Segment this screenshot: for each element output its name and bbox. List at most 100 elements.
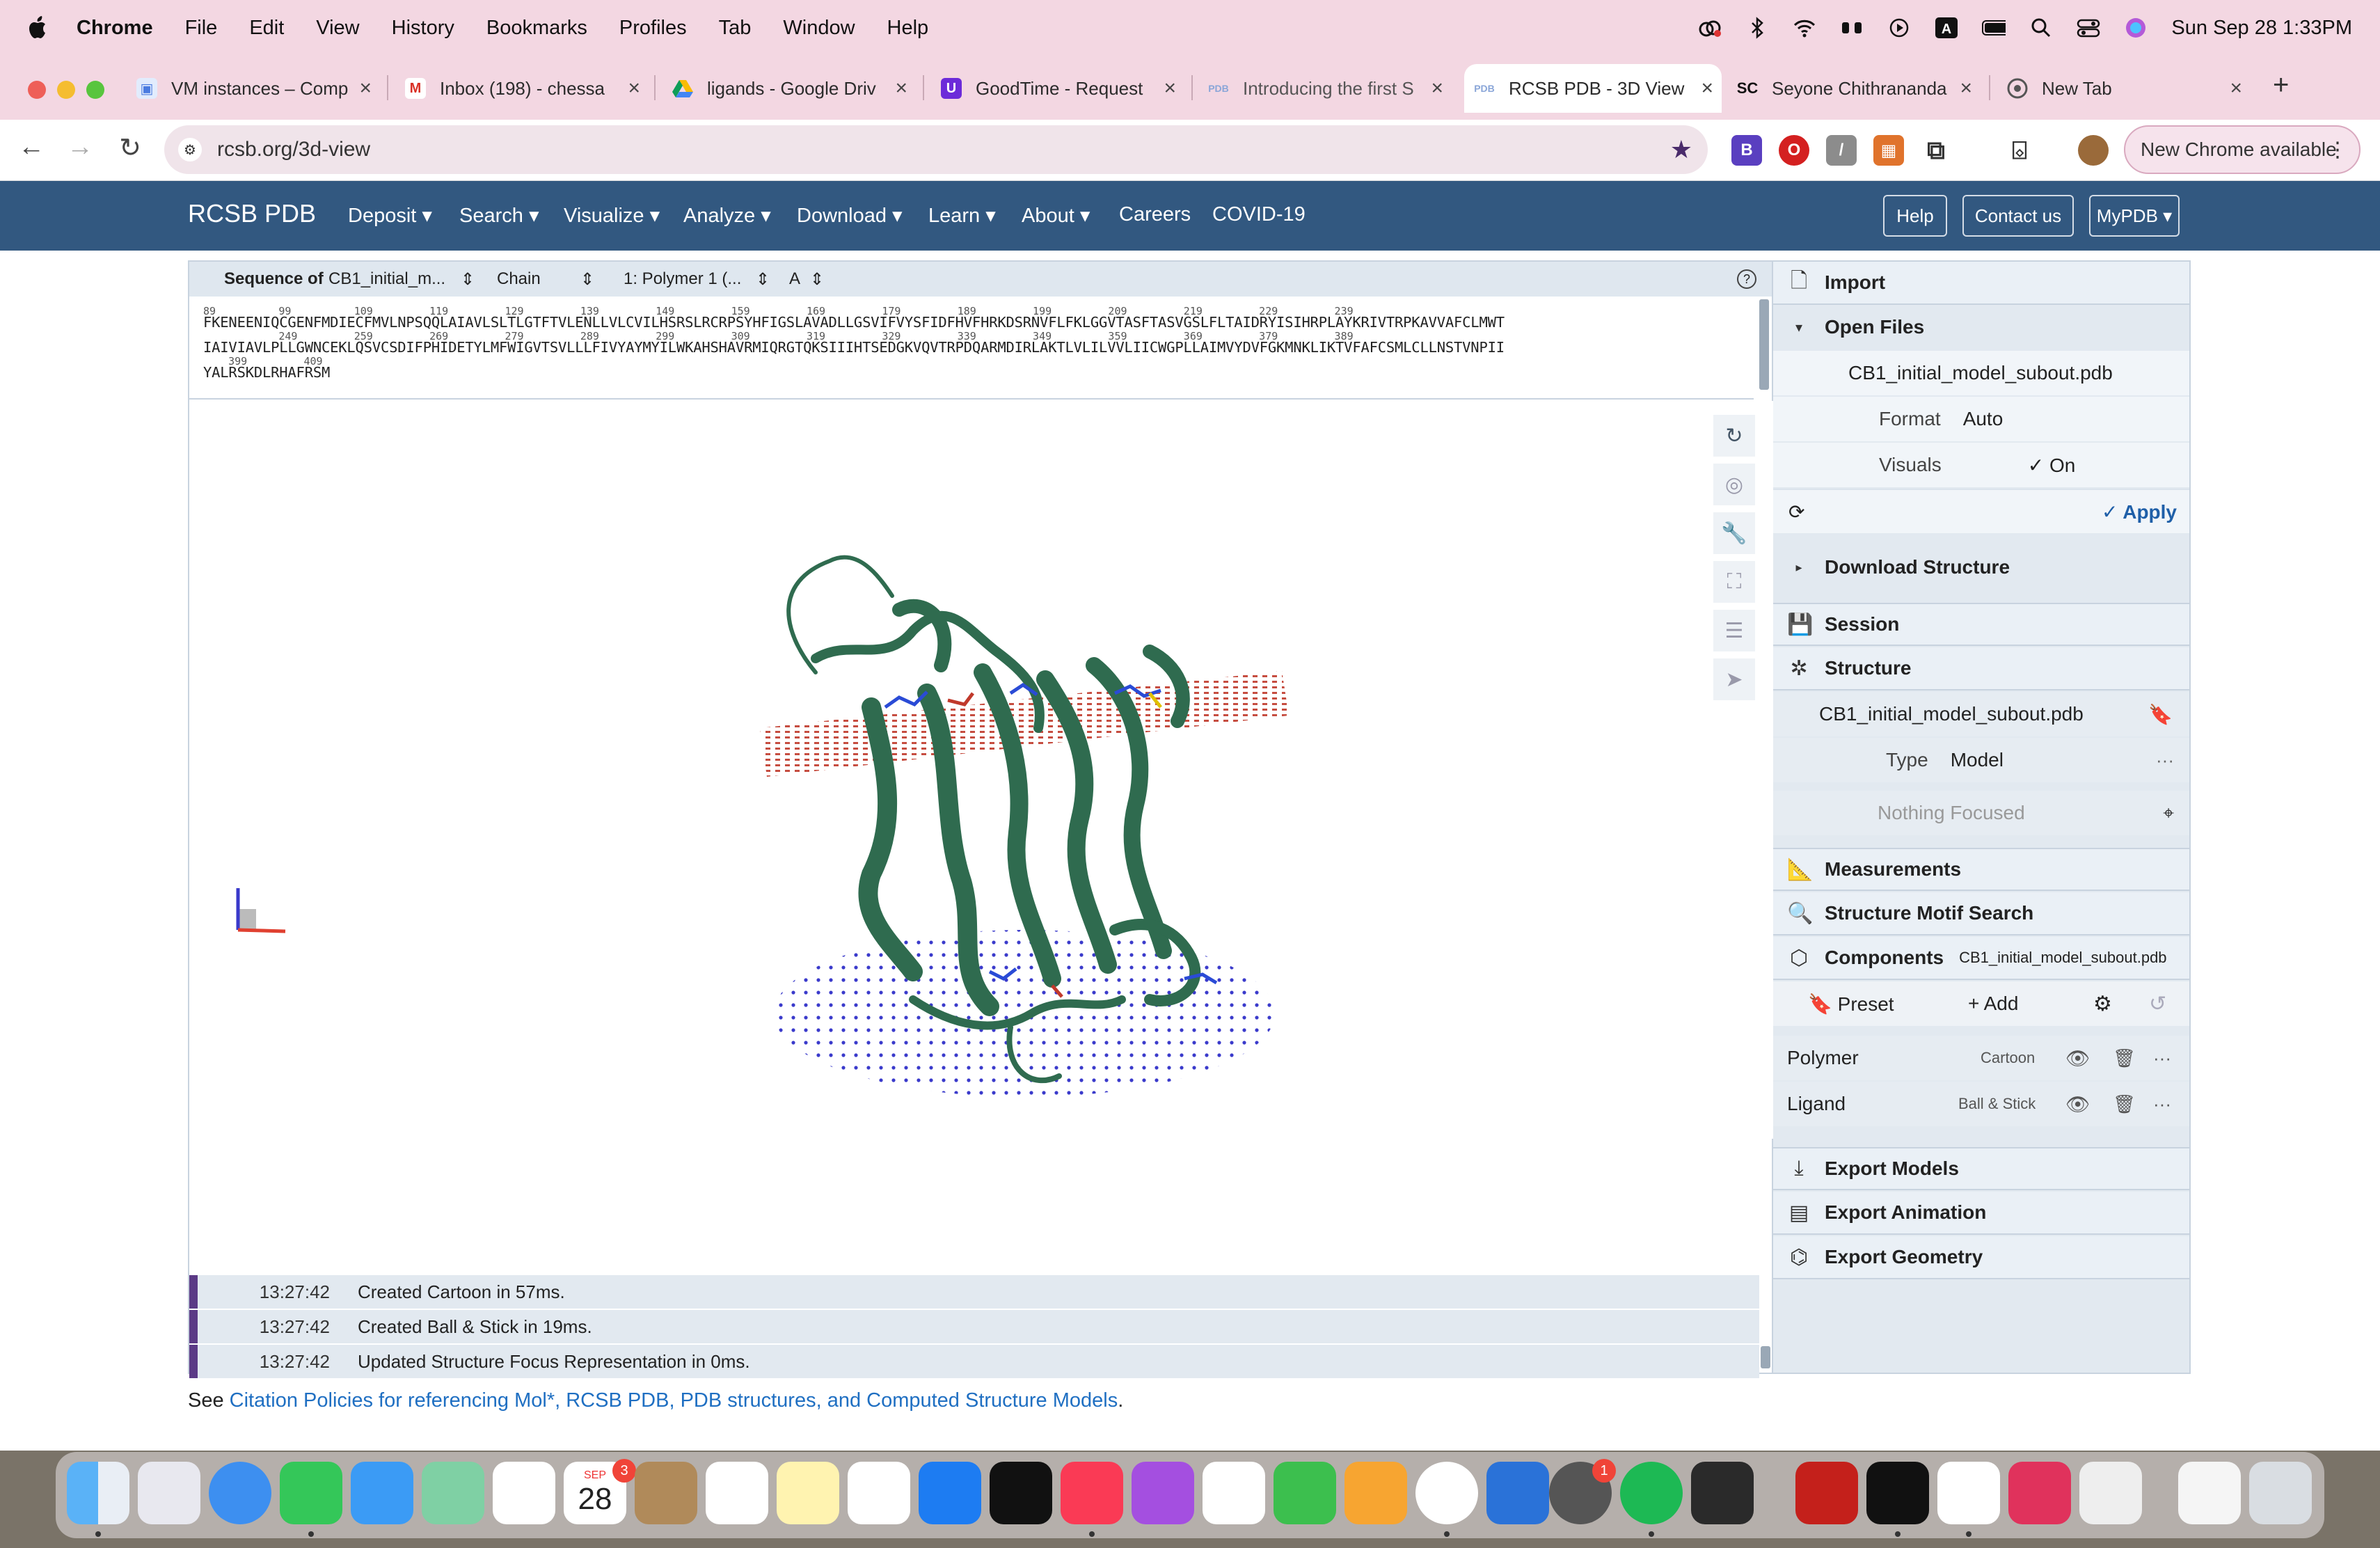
spotify-icon[interactable]	[1620, 1462, 1683, 1524]
calendar-icon[interactable]: SEP 28	[564, 1462, 626, 1524]
pages-icon[interactable]	[1344, 1462, 1407, 1524]
export-models-section[interactable]: ⤓ Export Models	[1773, 1147, 2189, 1190]
menu-view[interactable]: View	[316, 16, 360, 39]
contact-us-button[interactable]: Contact us	[1962, 195, 2074, 237]
ligand-component-row[interactable]: Ligand Ball & Stick 👁 🗑 ···	[1773, 1082, 2189, 1126]
acrobat-icon[interactable]	[1795, 1462, 1858, 1524]
preset-button[interactable]: 🔖 Preset	[1808, 993, 1894, 1015]
finder-icon[interactable]	[67, 1462, 129, 1524]
nav-deposit[interactable]: Deposit ▾	[348, 205, 432, 227]
apple-tv-icon[interactable]	[990, 1462, 1052, 1524]
close-icon[interactable]: ×	[628, 77, 640, 100]
siri-icon[interactable]	[2124, 16, 2148, 40]
launchpad-icon[interactable]	[138, 1462, 200, 1524]
notes-icon[interactable]	[777, 1462, 839, 1524]
sequence-line[interactable]: IAIVIAVLPLLGWNCEKLQSVCSDIFPHIDETYLMFWIGV…	[203, 339, 1505, 356]
close-icon[interactable]: ×	[895, 77, 907, 100]
textedit-icon[interactable]	[2079, 1462, 2142, 1524]
window-minimize-button[interactable]	[57, 81, 75, 99]
help-circle-icon[interactable]: ?	[1737, 269, 1756, 289]
control-center-icon[interactable]	[2077, 16, 2100, 40]
format-row[interactable]: Format Auto	[1773, 397, 2189, 441]
nav-learn[interactable]: Learn ▾	[928, 205, 996, 227]
citation-policies-link[interactable]: Citation Policies for referencing Mol*, …	[229, 1389, 1118, 1412]
focus-target-icon[interactable]: ⌖	[2163, 801, 2174, 823]
profile-avatar[interactable]	[2078, 135, 2109, 166]
menu-app-name[interactable]: Chrome	[77, 16, 153, 39]
nav-about[interactable]: About ▾	[1022, 205, 1090, 227]
extension-opera-icon[interactable]: O	[1779, 135, 1809, 166]
fullscreen-icon[interactable]: ⛶	[1713, 561, 1755, 603]
nav-covid-19[interactable]: COVID-19	[1212, 203, 1306, 226]
close-icon[interactable]: ×	[1431, 77, 1443, 100]
news-icon[interactable]	[1203, 1462, 1265, 1524]
menu-file[interactable]: File	[184, 16, 218, 39]
photos-icon[interactable]	[493, 1462, 555, 1524]
keynote-icon[interactable]	[1486, 1462, 1549, 1524]
bluetooth-icon[interactable]	[1745, 16, 1769, 40]
wifi-icon[interactable]	[1793, 16, 1816, 40]
bookmark-star-icon[interactable]: ★	[1669, 135, 1692, 164]
bookmark-icon[interactable]: 🔖	[2148, 703, 2173, 725]
tab-new-tab[interactable]: New Tab ×	[2007, 64, 2251, 113]
sequence-scrollbar[interactable]	[1759, 299, 1769, 390]
ligand-representation[interactable]: Ball & Stick	[1958, 1095, 2036, 1112]
messages-icon[interactable]	[280, 1462, 342, 1524]
export-geometry-section[interactable]: ⌬ Export Geometry	[1773, 1236, 2189, 1279]
more-options-icon[interactable]: ···	[2156, 749, 2174, 771]
chain-id-select[interactable]: A ⇕	[789, 269, 824, 289]
ligand-label[interactable]: Ligand	[1787, 1093, 1846, 1114]
tab-vm-instances[interactable]: ▣ VM instances – Comp ×	[136, 64, 380, 113]
close-icon[interactable]: ×	[1960, 77, 1972, 100]
creative-cloud-icon[interactable]	[1698, 16, 1722, 40]
play-icon[interactable]	[1887, 16, 1911, 40]
creative-cloud-dock-icon[interactable]	[2008, 1462, 2071, 1524]
mypdb-button[interactable]: MyPDB ▾	[2089, 195, 2180, 237]
vscode-icon[interactable]	[1937, 1462, 2000, 1524]
tools-wrench-icon[interactable]: 🔧	[1713, 512, 1755, 554]
session-section[interactable]: 💾 Session	[1773, 603, 2189, 646]
kebab-menu-icon[interactable]: ⋮	[2327, 138, 2348, 161]
input-source-icon[interactable]: A	[1935, 16, 1958, 40]
add-component-button[interactable]: + Add	[1968, 993, 2019, 1014]
more-options-icon[interactable]: ···	[2153, 1047, 2171, 1068]
extension-box-icon[interactable]: ▦	[1873, 135, 1904, 166]
url-text[interactable]: rcsb.org/3d-view	[217, 138, 371, 161]
3d-canvas[interactable]: ↻ ◎ 🔧 ⛶ ☰ ➤	[189, 401, 1773, 1139]
sequence-line[interactable]: YALRSKDLRHAFRSM	[203, 364, 331, 381]
eye-icon[interactable]: 👁	[2065, 1047, 2091, 1069]
menu-edit[interactable]: Edit	[249, 16, 285, 39]
open-file-input[interactable]: CB1_initial_model_subout.pdb	[1773, 351, 2189, 395]
structure-file-row[interactable]: CB1_initial_model_subout.pdb 🔖	[1773, 692, 2189, 736]
maps-icon[interactable]	[422, 1462, 484, 1524]
airplay-audio-icon[interactable]	[1840, 16, 1864, 40]
sequence-panel[interactable]: 89 99 109 119 129 139 149 159 169 179 18…	[189, 297, 1754, 400]
freeform-icon[interactable]	[848, 1462, 910, 1524]
nav-download[interactable]: Download ▾	[797, 205, 903, 227]
extension-b-icon[interactable]: B	[1731, 135, 1762, 166]
nav-careers[interactable]: Careers	[1119, 203, 1191, 226]
help-button[interactable]: Help	[1883, 195, 1947, 237]
safari-icon[interactable]	[209, 1462, 271, 1524]
documents-stack-icon[interactable]	[2178, 1462, 2241, 1524]
site-settings-icon[interactable]: ⚙	[178, 138, 202, 161]
trash-icon[interactable]: 🗑	[2113, 1093, 2136, 1114]
components-section[interactable]: ⬡ Components CB1_initial_model_subout.pdb	[1773, 937, 2189, 980]
menu-tab[interactable]: Tab	[718, 16, 752, 39]
screenshot-icon[interactable]: ◎	[1713, 464, 1755, 505]
tab-introducing[interactable]: PDB Introducing the first S ×	[1208, 64, 1452, 113]
log-scrollbar[interactable]	[1761, 1346, 1770, 1368]
nav-analyze[interactable]: Analyze ▾	[683, 205, 771, 227]
close-icon[interactable]: ×	[359, 77, 372, 100]
podcasts-icon[interactable]	[1132, 1462, 1194, 1524]
import-section[interactable]: 🗋 Import	[1773, 262, 2189, 305]
open-files-header[interactable]: ▾ Open Files	[1773, 305, 2189, 349]
tab-gmail-inbox[interactable]: M Inbox (198) - chessa ×	[405, 64, 649, 113]
contacts-icon[interactable]	[635, 1462, 697, 1524]
download-structure-header[interactable]: ▸ Download Structure	[1773, 546, 2189, 589]
structure-motif-search-section[interactable]: 🔍 Structure Motif Search	[1773, 892, 2189, 935]
sliders-icon[interactable]: ⚙	[2093, 992, 2112, 1016]
entity-select[interactable]: CB1_initial_m... ⇕	[328, 269, 475, 289]
polymer-select[interactable]: 1: Polymer 1 (... ⇕	[624, 269, 770, 289]
close-icon[interactable]: ×	[1164, 77, 1176, 100]
